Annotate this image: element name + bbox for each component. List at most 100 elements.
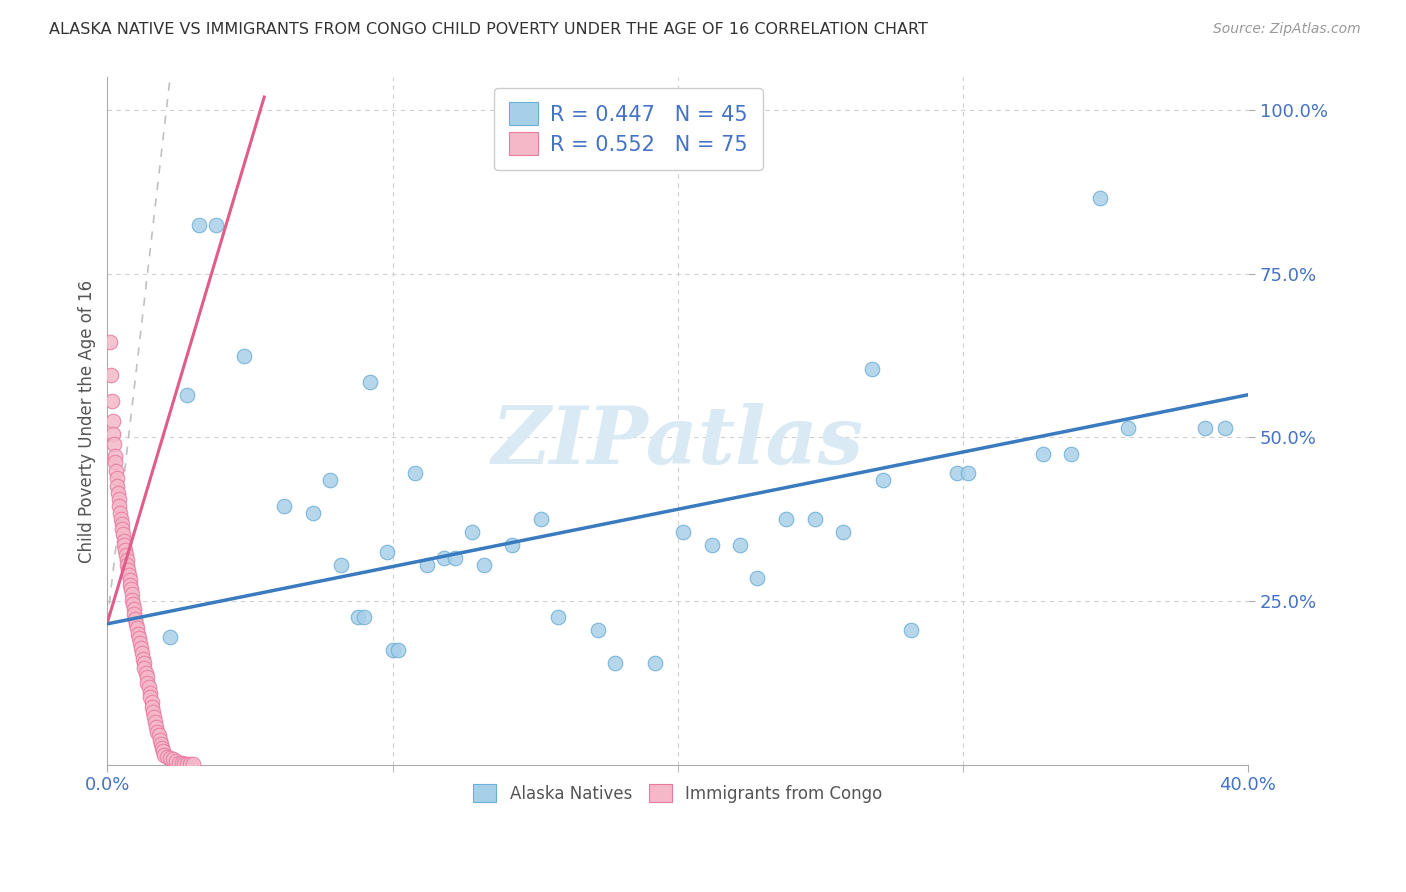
Point bbox=[375, 545, 398, 559]
Point bbox=[105, 471, 128, 485]
Point bbox=[149, 732, 172, 747]
Point bbox=[159, 751, 181, 765]
Point bbox=[98, 335, 121, 350]
Point bbox=[204, 218, 226, 232]
Point bbox=[105, 479, 128, 493]
Point bbox=[107, 492, 129, 507]
Point bbox=[128, 631, 150, 645]
Point bbox=[100, 368, 122, 383]
Point bbox=[1194, 420, 1216, 434]
Point bbox=[472, 558, 495, 572]
Point bbox=[103, 449, 125, 463]
Point bbox=[146, 724, 169, 739]
Point bbox=[416, 558, 439, 572]
Point bbox=[117, 562, 139, 576]
Point bbox=[900, 624, 922, 638]
Point bbox=[141, 700, 163, 714]
Point bbox=[1213, 420, 1236, 434]
Point bbox=[173, 756, 195, 771]
Point bbox=[359, 375, 381, 389]
Point bbox=[129, 640, 152, 655]
Point bbox=[153, 747, 176, 762]
Point bbox=[586, 624, 609, 638]
Point bbox=[100, 394, 122, 409]
Point bbox=[120, 577, 142, 591]
Point bbox=[233, 349, 256, 363]
Point bbox=[176, 756, 198, 771]
Point bbox=[104, 455, 127, 469]
Point bbox=[122, 597, 145, 611]
Point bbox=[1032, 447, 1054, 461]
Y-axis label: Child Poverty Under the Age of 16: Child Poverty Under the Age of 16 bbox=[79, 279, 96, 563]
Point bbox=[330, 558, 353, 572]
Point bbox=[860, 361, 883, 376]
Point bbox=[461, 525, 484, 540]
Point bbox=[138, 685, 160, 699]
Point bbox=[111, 516, 134, 531]
Point bbox=[803, 512, 825, 526]
Point bbox=[319, 473, 342, 487]
Point bbox=[118, 567, 141, 582]
Point bbox=[117, 558, 139, 572]
Point bbox=[110, 512, 132, 526]
Point bbox=[143, 710, 166, 724]
Point bbox=[111, 522, 134, 536]
Point bbox=[149, 737, 172, 751]
Point bbox=[747, 571, 769, 585]
Point bbox=[141, 695, 163, 709]
Point bbox=[148, 728, 170, 742]
Point bbox=[127, 626, 149, 640]
Point bbox=[112, 527, 135, 541]
Point bbox=[387, 643, 409, 657]
Point bbox=[131, 646, 153, 660]
Point bbox=[501, 538, 523, 552]
Point bbox=[124, 607, 146, 621]
Point bbox=[108, 506, 131, 520]
Point bbox=[433, 551, 456, 566]
Point bbox=[139, 690, 162, 705]
Point bbox=[946, 467, 969, 481]
Point bbox=[347, 610, 370, 624]
Point bbox=[775, 512, 797, 526]
Point bbox=[115, 548, 138, 562]
Point bbox=[381, 643, 404, 657]
Point bbox=[162, 752, 184, 766]
Point bbox=[179, 756, 201, 771]
Point bbox=[301, 506, 323, 520]
Point bbox=[159, 630, 181, 644]
Point bbox=[603, 656, 626, 670]
Point bbox=[132, 656, 155, 670]
Point bbox=[872, 473, 894, 487]
Point bbox=[644, 656, 666, 670]
Point bbox=[530, 512, 553, 526]
Point bbox=[150, 741, 173, 756]
Text: ALASKA NATIVE VS IMMIGRANTS FROM CONGO CHILD POVERTY UNDER THE AGE OF 16 CORRELA: ALASKA NATIVE VS IMMIGRANTS FROM CONGO C… bbox=[49, 22, 928, 37]
Point bbox=[187, 218, 209, 232]
Point bbox=[353, 610, 375, 624]
Point bbox=[121, 592, 143, 607]
Text: Source: ZipAtlas.com: Source: ZipAtlas.com bbox=[1213, 22, 1361, 37]
Point bbox=[136, 675, 159, 690]
Point bbox=[957, 467, 980, 481]
Point bbox=[167, 756, 190, 770]
Point bbox=[156, 749, 179, 764]
Point bbox=[107, 486, 129, 500]
Point bbox=[104, 464, 127, 478]
Point bbox=[135, 665, 157, 680]
Point bbox=[273, 499, 295, 513]
Text: ZIPatlas: ZIPatlas bbox=[492, 403, 863, 480]
Point bbox=[120, 582, 142, 596]
Point bbox=[700, 538, 723, 552]
Point bbox=[181, 756, 204, 771]
Point bbox=[1060, 447, 1083, 461]
Point bbox=[125, 616, 148, 631]
Point bbox=[730, 538, 752, 552]
Point bbox=[152, 744, 174, 758]
Point bbox=[114, 538, 136, 552]
Point bbox=[112, 533, 135, 548]
Point bbox=[444, 551, 467, 566]
Legend: Alaska Natives, Immigrants from Congo: Alaska Natives, Immigrants from Congo bbox=[461, 772, 894, 814]
Point bbox=[132, 651, 155, 665]
Point bbox=[134, 661, 156, 675]
Point bbox=[127, 621, 149, 635]
